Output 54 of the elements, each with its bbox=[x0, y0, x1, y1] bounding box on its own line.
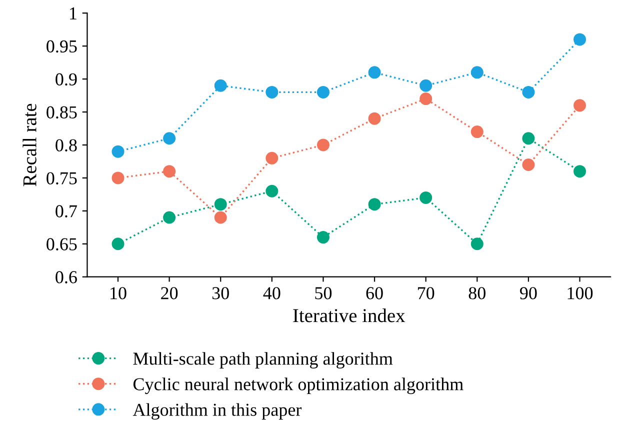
y-tick-label: 0.75 bbox=[46, 172, 77, 184]
point bbox=[266, 86, 278, 98]
point bbox=[368, 66, 381, 79]
point bbox=[316, 138, 330, 152]
y-tick-label: 0.65 bbox=[46, 238, 77, 250]
point bbox=[522, 158, 535, 172]
point bbox=[470, 126, 484, 138]
point bbox=[420, 92, 432, 106]
point bbox=[112, 172, 124, 184]
point bbox=[266, 184, 278, 198]
point bbox=[316, 86, 330, 98]
point bbox=[470, 66, 484, 79]
point bbox=[214, 198, 227, 211]
y-tick-label: 0.95 bbox=[46, 40, 77, 53]
point bbox=[420, 79, 432, 92]
y-tick-label: 1 bbox=[70, 7, 76, 20]
y-tick-label: 0.8 bbox=[56, 139, 77, 152]
point bbox=[316, 231, 330, 244]
point bbox=[470, 238, 484, 250]
legend-label: Multi-scale path planning algorithm bbox=[133, 352, 393, 369]
y-tick-label: 0.6 bbox=[56, 271, 77, 284]
point bbox=[574, 99, 586, 112]
point bbox=[112, 238, 124, 250]
x-tick-label: 100 bbox=[568, 287, 593, 300]
point bbox=[368, 112, 381, 125]
point bbox=[574, 33, 586, 46]
point bbox=[522, 86, 535, 98]
x-tick-label: 50 bbox=[315, 287, 332, 300]
x-tick-label: 10 bbox=[110, 287, 126, 300]
point bbox=[112, 145, 124, 158]
legend-label: Cyclic neural network optimization algorithm bbox=[133, 378, 464, 394]
point bbox=[522, 132, 535, 145]
x-tick-label: 70 bbox=[418, 287, 434, 300]
y-axis-title: Recall rate bbox=[22, 104, 36, 186]
x-axis-title: Iterative index bbox=[293, 308, 406, 322]
y-tick-label: 0.7 bbox=[56, 205, 77, 218]
legend-label: Algorithm in this paper bbox=[132, 403, 302, 420]
y-tick-label: 0.85 bbox=[46, 106, 77, 119]
x-tick-label: 30 bbox=[212, 287, 229, 300]
point bbox=[163, 165, 176, 178]
x-tick-label: 90 bbox=[520, 287, 537, 300]
x-tick-label: 40 bbox=[263, 287, 280, 300]
y-tick-label: 0.9 bbox=[56, 73, 77, 86]
point bbox=[368, 198, 381, 211]
point bbox=[574, 165, 586, 178]
x-tick-label: 20 bbox=[161, 287, 178, 300]
point bbox=[420, 191, 432, 204]
point bbox=[214, 79, 227, 92]
x-tick-label: 60 bbox=[366, 287, 383, 300]
point bbox=[163, 211, 176, 224]
point bbox=[163, 132, 176, 145]
x-tick-label: 80 bbox=[468, 287, 486, 300]
point bbox=[214, 211, 227, 224]
point bbox=[266, 152, 278, 164]
